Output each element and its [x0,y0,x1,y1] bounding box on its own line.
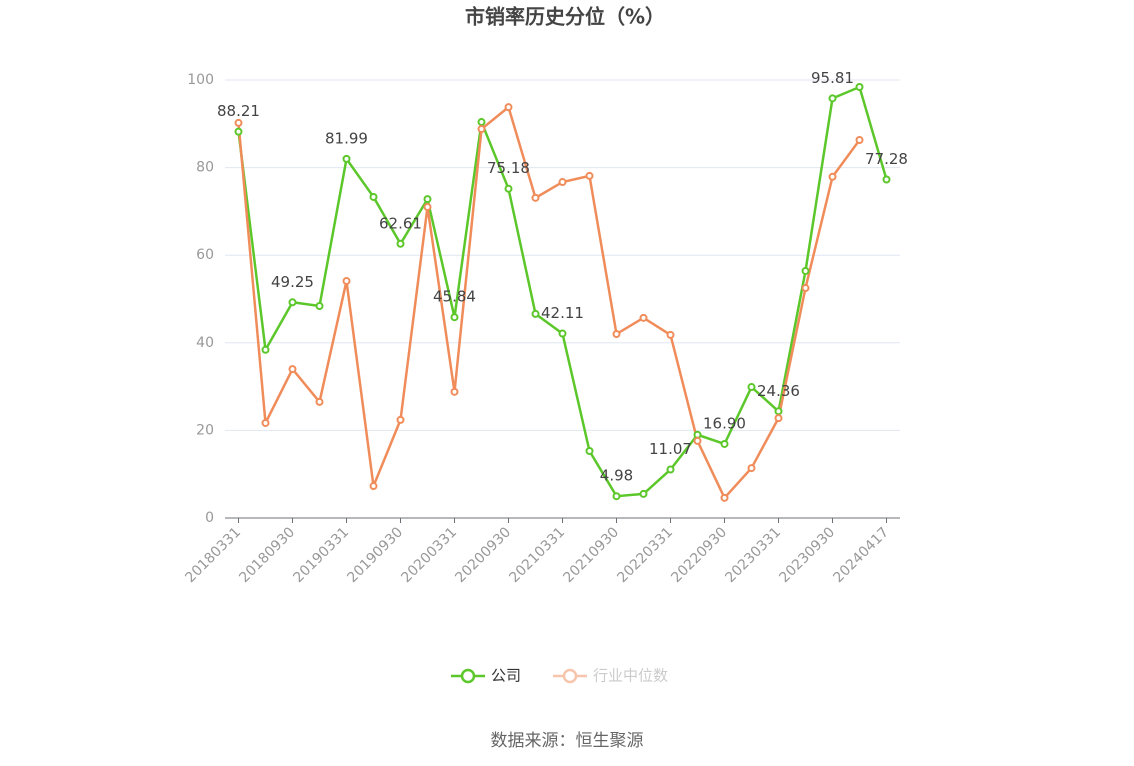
point [747,383,756,392]
x-tick-label: 20220930 [668,524,730,586]
point [531,193,540,202]
chart-title: 市销率历史分位（%） [465,5,665,29]
x-tick-label: 20200331 [398,524,460,586]
x-tick-label: 20240417 [830,524,892,586]
point [288,298,297,307]
point [450,387,459,396]
point [855,136,864,145]
data-label: 95.81 [811,69,854,87]
data-label: 62.61 [379,214,422,232]
y-tick-label: 0 [205,510,214,526]
point [693,436,702,445]
data-label: 75.18 [487,159,530,177]
source: 数据来源：恒生聚源 [491,731,644,751]
x-tick-label: 20200930 [452,524,514,586]
legend-label: 公司 [491,667,521,685]
x-tick-label: 20230331 [722,524,784,586]
point [828,94,837,103]
point [585,171,594,180]
point [801,284,810,293]
point [396,239,405,248]
x-tick-label: 20210331 [506,524,568,586]
point [477,118,486,127]
data-label: 81.99 [325,129,368,147]
x-tick-label: 20190930 [344,524,406,586]
data-label: 4.98 [600,467,633,485]
point [720,493,729,502]
x-tick-label: 20210930 [560,524,622,586]
point [342,277,351,286]
point [423,203,432,212]
point [693,430,702,439]
point [423,195,432,204]
y-tick-label: 60 [196,247,214,263]
point [369,192,378,201]
point [882,175,891,184]
data-label: 42.11 [541,304,584,322]
legend-item: 公司 [451,667,521,685]
x-tick-label: 20180930 [236,524,298,586]
point [342,154,351,163]
point [558,178,567,187]
point [612,492,621,501]
point [774,407,783,416]
y-tick-label: 20 [196,422,214,438]
point [558,329,567,338]
point [639,489,648,498]
point [585,446,594,455]
x-tick-label: 20180331 [182,524,244,586]
y-tick-label: 100 [187,72,214,88]
y-tick-label: 80 [196,160,214,176]
data-label: 11.07 [649,440,692,458]
point [666,330,675,339]
point [234,127,243,136]
point [504,103,513,112]
point [720,439,729,448]
data-label: 77.28 [865,150,908,168]
data-label: 45.84 [433,288,476,306]
series-line [237,105,861,501]
point [612,330,621,339]
point [828,172,837,181]
point [315,302,324,311]
series-line [237,85,888,498]
point [288,365,297,374]
point [234,118,243,127]
point [396,415,405,424]
point [477,125,486,134]
legend-marker [460,668,476,684]
point [666,465,675,474]
point [774,414,783,423]
data-label: 49.25 [271,273,314,291]
point [855,83,864,92]
x-tick-label: 20220331 [614,524,676,586]
y-tick-label: 40 [196,335,214,351]
legend-marker [562,668,578,684]
legend-item: 行业中位数 [553,667,668,685]
data-label: 24.36 [757,382,800,400]
point [639,313,648,322]
point [315,397,324,406]
point [504,184,513,193]
data-label: 16.90 [703,414,746,432]
x-tick-label: 20190331 [290,524,352,586]
point [747,464,756,473]
point [801,266,810,275]
data-label: 88.21 [217,102,260,120]
point [369,482,378,491]
legend-label: 行业中位数 [593,667,668,685]
point [450,313,459,322]
point [261,345,270,354]
x-tick-label: 20230930 [776,524,838,586]
point [531,309,540,318]
point [261,418,270,427]
